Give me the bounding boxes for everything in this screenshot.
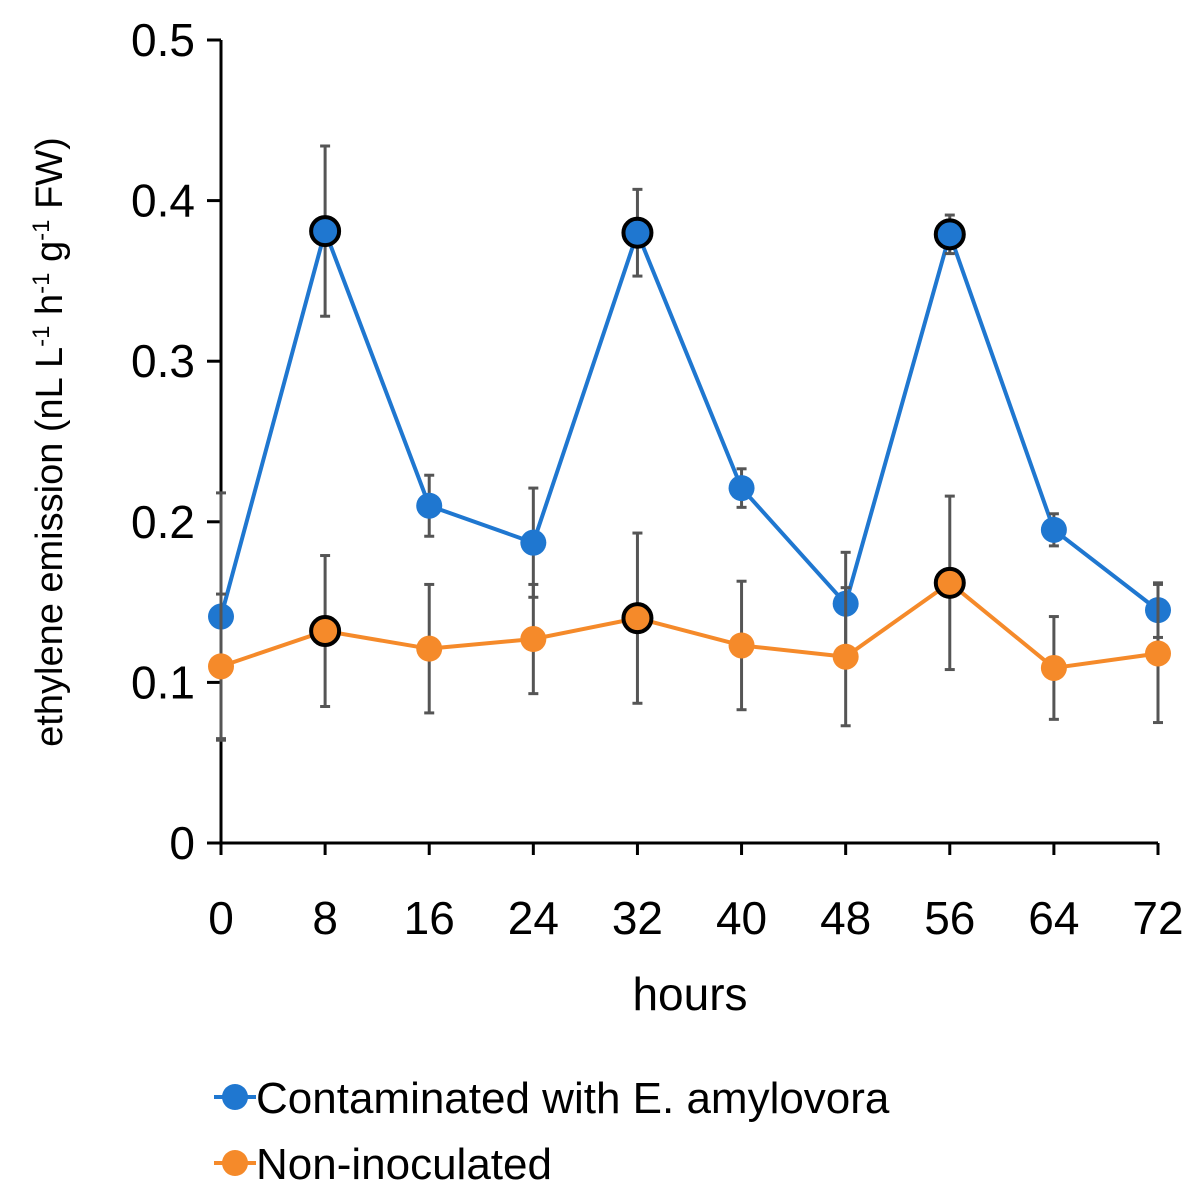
data-point-contaminated [416, 492, 443, 519]
y-axis-title: ethylene emission (nL L-1 h-1 g-1 FW) [28, 137, 72, 747]
plot-area: 0 0.1 0.2 0.3 0.4 0.5 0 8 16 24 32 40 48 56 64 72 [131, 14, 1184, 944]
y-axis-title-part4: FW) [29, 137, 71, 219]
x-tick-label: 16 [404, 892, 455, 944]
data-point-non-inoculated [1145, 640, 1171, 667]
x-axis-title: hours [632, 968, 747, 1020]
data-point-contaminated [309, 215, 342, 248]
data-point-non-inoculated [933, 566, 966, 599]
data-point-contaminated [520, 529, 547, 556]
x-tick-label: 0 [208, 892, 234, 944]
y-axis-title-sup3: -1 [28, 219, 55, 240]
x-tick-label: 32 [612, 892, 663, 944]
data-point-non-inoculated [208, 653, 234, 680]
data-point-non-inoculated [309, 615, 342, 648]
y-axis-title-sup2: -1 [28, 273, 55, 294]
y-tick-label: 0.5 [131, 14, 195, 66]
data-point-contaminated [1040, 516, 1067, 543]
data-point-contaminated [621, 216, 654, 249]
data-point-non-inoculated [1040, 654, 1067, 681]
legend-label-non-inoculated: Non-inoculated [256, 1140, 552, 1189]
data-point-contaminated [728, 475, 755, 502]
legend-label-contaminated: Contaminated with E. amylovora [256, 1074, 890, 1123]
series-line-contaminated [219, 229, 1160, 618]
y-tick-label: 0.4 [131, 175, 195, 227]
data-point-non-inoculated [621, 602, 654, 635]
x-tick-label: 72 [1132, 892, 1183, 944]
y-axis-title-part2: h [29, 294, 71, 326]
data-point-contaminated [933, 218, 966, 251]
series-line-non-inoculated [220, 580, 1159, 670]
data-point-non-inoculated [520, 626, 547, 653]
x-tick-label: 64 [1028, 892, 1079, 944]
data-point-non-inoculated [416, 635, 443, 662]
x-tick-label: 24 [508, 892, 559, 944]
legend-marker-non-inoculated [222, 1150, 248, 1176]
y-tick-label: 0.1 [131, 656, 195, 708]
legend: Contaminated with E. amylovora Non-inocul… [214, 1074, 890, 1189]
x-tick-label: 40 [716, 892, 767, 944]
data-point-non-inoculated [728, 632, 755, 659]
y-axis-title-part1: ethylene emission (nL L [29, 347, 71, 747]
x-tick-label: 48 [820, 892, 871, 944]
legend-marker-contaminated [222, 1084, 248, 1110]
x-tick-label: 56 [924, 892, 975, 944]
y-tick-label: 0.3 [131, 335, 195, 387]
y-axis-title-part3: g [29, 241, 71, 273]
y-tick-label: 0 [169, 817, 195, 869]
y-axis-title-sup1: -1 [28, 326, 55, 347]
x-tick-label: 8 [312, 892, 338, 944]
y-tick-label: 0.2 [131, 496, 195, 548]
data-point-non-inoculated [832, 643, 859, 670]
